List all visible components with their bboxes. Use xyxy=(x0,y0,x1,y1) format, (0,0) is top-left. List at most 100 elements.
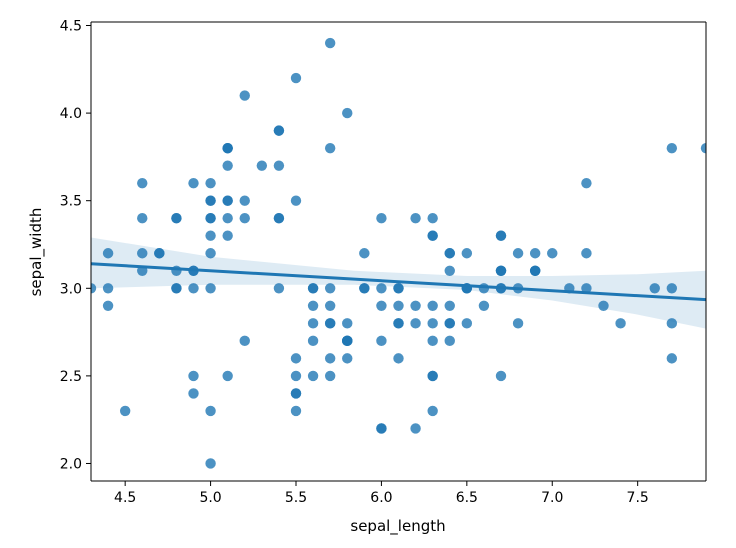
x-tick-label: 4.5 xyxy=(114,490,136,506)
data-point xyxy=(410,423,421,434)
data-point xyxy=(171,283,182,294)
data-point xyxy=(444,300,455,312)
data-point xyxy=(222,370,233,382)
data-point xyxy=(273,125,285,136)
data-point xyxy=(222,142,233,154)
data-point xyxy=(512,248,524,259)
regression-line-path xyxy=(90,262,707,302)
data-point xyxy=(444,265,455,276)
data-point xyxy=(290,195,302,206)
y-tick-label: 4.5 xyxy=(60,19,82,35)
data-point xyxy=(222,195,233,206)
data-point xyxy=(307,300,319,312)
data-point xyxy=(290,353,302,364)
data-point xyxy=(427,230,438,241)
data-point xyxy=(376,335,387,347)
data-point xyxy=(461,318,473,329)
data-point xyxy=(307,318,319,329)
axes: 4.5 5.0 5.5 6.0 6.5 7.0 7.5 2.0 2.5 3.0 3.5 4.0 4.5 xyxy=(60,19,707,506)
data-point xyxy=(444,318,455,329)
x-axis-label: sepal_length xyxy=(350,517,445,536)
data-point xyxy=(188,177,199,189)
data-point xyxy=(205,248,216,259)
data-point xyxy=(324,37,336,49)
regression-line xyxy=(90,262,707,302)
data-point xyxy=(307,283,319,294)
data-point xyxy=(666,318,678,329)
data-point xyxy=(410,300,421,312)
data-point xyxy=(239,335,250,347)
data-point xyxy=(376,283,387,294)
data-point xyxy=(119,405,131,417)
data-point xyxy=(222,230,233,241)
y-tick-label: 3.5 xyxy=(60,194,82,210)
data-point xyxy=(376,213,387,224)
data-point xyxy=(222,213,233,224)
data-point xyxy=(290,72,302,84)
data-point xyxy=(427,300,438,312)
data-point xyxy=(649,283,660,294)
data-point xyxy=(273,283,285,294)
data-point xyxy=(290,370,302,382)
data-point xyxy=(529,248,541,259)
data-point xyxy=(205,283,216,294)
data-point xyxy=(581,248,592,259)
y-tick-label: 2.0 xyxy=(60,456,82,472)
data-point xyxy=(188,370,199,382)
data-point xyxy=(666,142,678,154)
x-tick-label: 5.5 xyxy=(285,490,307,506)
data-point xyxy=(427,405,438,417)
data-point xyxy=(410,213,421,224)
x-tick-label: 7.0 xyxy=(541,490,563,506)
y-tick-label: 2.5 xyxy=(60,369,82,385)
data-point xyxy=(615,318,626,329)
data-point xyxy=(222,160,233,171)
data-point xyxy=(239,90,250,101)
data-point xyxy=(547,248,558,259)
data-point xyxy=(239,195,250,206)
y-tick-label: 3.0 xyxy=(60,281,82,297)
data-point xyxy=(359,283,370,294)
data-point xyxy=(393,353,404,364)
data-point xyxy=(376,300,387,312)
data-point xyxy=(581,177,592,189)
data-point xyxy=(410,318,421,329)
data-point xyxy=(154,248,165,259)
data-point xyxy=(495,230,507,241)
data-point xyxy=(137,248,148,259)
data-point xyxy=(342,335,353,347)
data-point xyxy=(307,370,319,382)
x-tick-label: 5.0 xyxy=(199,490,221,506)
data-point xyxy=(290,405,302,417)
data-point xyxy=(427,318,438,329)
data-point xyxy=(324,283,336,294)
data-point xyxy=(290,388,302,399)
data-point xyxy=(342,353,353,364)
data-point xyxy=(444,335,455,347)
data-point xyxy=(324,142,336,154)
scatter-points xyxy=(91,37,706,469)
data-point xyxy=(188,388,199,399)
data-point xyxy=(324,370,336,382)
data-point xyxy=(205,405,216,417)
y-tick-label: 4.0 xyxy=(60,106,82,122)
data-point xyxy=(102,248,114,259)
data-point xyxy=(581,283,592,294)
data-point xyxy=(666,283,678,294)
data-point xyxy=(171,213,182,224)
data-point xyxy=(529,265,541,276)
data-point xyxy=(427,370,438,382)
data-point xyxy=(91,283,97,294)
data-point xyxy=(205,458,216,469)
data-point xyxy=(324,300,336,312)
data-point xyxy=(393,300,404,312)
data-point xyxy=(444,248,455,259)
data-point xyxy=(137,177,148,189)
data-point xyxy=(342,107,353,119)
data-point xyxy=(461,248,473,259)
data-point xyxy=(102,283,114,294)
y-axis-label: sepal_width xyxy=(27,208,46,297)
data-point xyxy=(700,142,706,154)
x-tick-label: 6.0 xyxy=(370,490,392,506)
